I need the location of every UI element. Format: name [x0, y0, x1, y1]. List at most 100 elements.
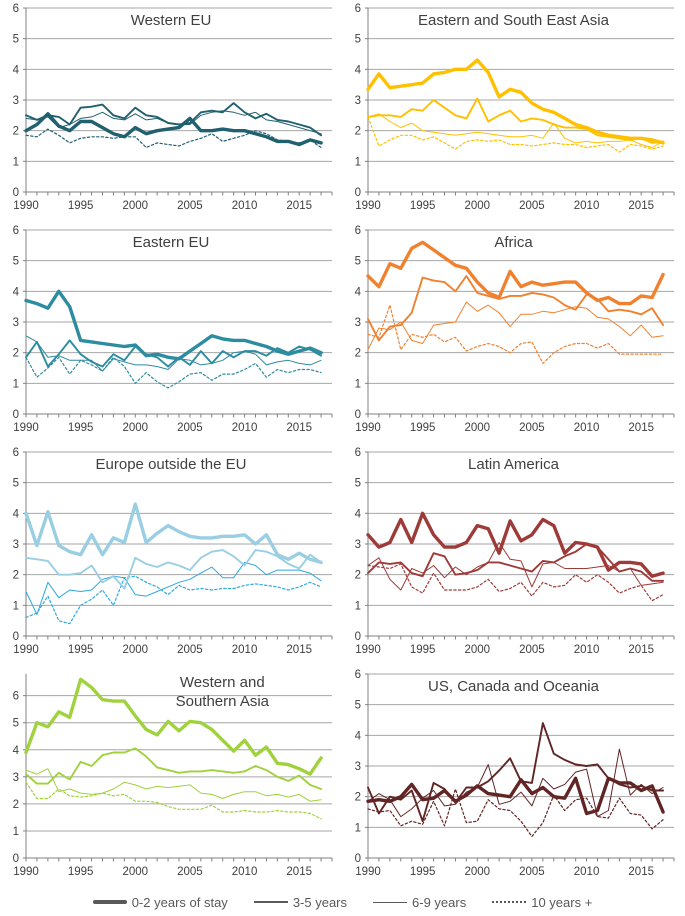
svg-text:6: 6: [13, 3, 19, 15]
svg-text:1995: 1995: [68, 422, 94, 434]
svg-text:1: 1: [355, 600, 361, 612]
chart-panel-western-eu: 0 1 2 3 4 5 6 1990 1995 2000 2005 2010 2015 Western …: [0, 0, 342, 222]
legend-label: 0-2 years of stay: [131, 894, 228, 910]
svg-text:1: 1: [355, 378, 361, 390]
svg-text:2015: 2015: [286, 644, 312, 656]
svg-text:2000: 2000: [122, 644, 148, 656]
legend-label: 10 years +: [531, 894, 593, 910]
svg-text:2010: 2010: [232, 422, 258, 434]
svg-text:2005: 2005: [177, 200, 203, 212]
svg-text:2000: 2000: [464, 422, 490, 434]
svg-text:1990: 1990: [355, 644, 381, 656]
svg-text:4: 4: [355, 64, 362, 76]
svg-text:1990: 1990: [355, 200, 381, 212]
svg-text:2010: 2010: [574, 644, 600, 656]
svg-text:1: 1: [355, 156, 361, 168]
svg-text:2010: 2010: [574, 422, 600, 434]
svg-text:1: 1: [355, 822, 361, 834]
svg-text:0: 0: [13, 631, 19, 643]
chart-legend: 0-2 years of stay 3-5 years 6-9 years 10…: [0, 888, 685, 916]
dotted-line-sample-icon: [492, 901, 527, 903]
svg-text:5: 5: [355, 256, 361, 268]
svg-text:6: 6: [355, 447, 361, 459]
svg-text:1: 1: [13, 600, 19, 612]
svg-text:3: 3: [13, 317, 19, 329]
svg-text:1: 1: [13, 156, 19, 168]
svg-text:2015: 2015: [286, 866, 312, 878]
thick-line-sample-icon: [92, 900, 127, 904]
svg-text:4: 4: [355, 286, 362, 298]
svg-text:2005: 2005: [177, 422, 203, 434]
chart-panel-eastern-south-east-asia: 0 1 2 3 4 5 6 1990 1995 2000 2005 2010 2015 Eastern …: [342, 0, 685, 222]
chart-panel-eastern-eu: 0 1 2 3 4 5 6 1990 1995 2000 2005 2010 2015 Eastern …: [0, 222, 342, 444]
svg-text:6: 6: [13, 691, 19, 703]
legend-item-10-years-plus: 10 years +: [492, 895, 592, 910]
legend-label: 6-9 years: [412, 894, 467, 910]
svg-text:0: 0: [13, 187, 19, 199]
svg-text:5: 5: [13, 34, 19, 46]
svg-text:3: 3: [355, 317, 361, 329]
svg-text:1990: 1990: [13, 644, 39, 656]
svg-text:0: 0: [355, 409, 361, 421]
svg-text:3: 3: [13, 772, 19, 784]
svg-text:6: 6: [355, 225, 361, 237]
chart-canvas-latin-america: 0 1 2 3 4 5 6 1990 1995 2000 2005 2010 2015: [355, 447, 675, 656]
svg-text:2: 2: [13, 799, 19, 811]
svg-text:1: 1: [13, 826, 19, 838]
svg-text:6: 6: [13, 225, 19, 237]
svg-text:6: 6: [355, 3, 361, 15]
svg-text:1995: 1995: [68, 200, 94, 212]
svg-text:1995: 1995: [68, 866, 94, 878]
svg-text:1990: 1990: [13, 866, 39, 878]
svg-text:2015: 2015: [286, 200, 312, 212]
svg-text:5: 5: [355, 700, 361, 712]
svg-text:2005: 2005: [519, 866, 545, 878]
svg-text:4: 4: [13, 286, 20, 298]
svg-text:0: 0: [355, 631, 361, 643]
svg-text:2: 2: [355, 792, 361, 804]
chart-panel-us-canada-oceania: 0 1 2 3 4 5 6 1990 1995 2000 2005 2010 2015 US, Cana…: [342, 666, 685, 888]
svg-text:1990: 1990: [13, 422, 39, 434]
svg-text:4: 4: [355, 508, 362, 520]
svg-text:5: 5: [355, 34, 361, 46]
svg-text:2005: 2005: [519, 422, 545, 434]
svg-text:2015: 2015: [628, 422, 654, 434]
svg-text:1995: 1995: [410, 866, 436, 878]
legend-item-0-2-years: 0-2 years of stay: [92, 894, 228, 910]
chart-panel-western-southern-asia: 0 1 2 3 4 5 6 1990 1995 2000 2005 2010 2015 Western …: [0, 666, 342, 888]
svg-text:5: 5: [355, 478, 361, 490]
legend-item-3-5-years: 3-5 years: [253, 894, 348, 910]
svg-text:2015: 2015: [628, 200, 654, 212]
svg-text:2015: 2015: [628, 866, 654, 878]
svg-text:1995: 1995: [410, 422, 436, 434]
svg-text:2: 2: [355, 126, 361, 138]
svg-text:1: 1: [13, 378, 19, 390]
chart-panel-africa: 0 1 2 3 4 5 6 1990 1995 2000 2005 2010 2015 Africa: [342, 222, 685, 444]
svg-text:1990: 1990: [355, 866, 381, 878]
svg-text:2005: 2005: [177, 866, 203, 878]
svg-text:0: 0: [355, 187, 361, 199]
svg-text:3: 3: [355, 761, 361, 773]
svg-text:2010: 2010: [574, 866, 600, 878]
svg-text:1995: 1995: [68, 644, 94, 656]
chart-canvas-us-canada-oceania: 0 1 2 3 4 5 6 1990 1995 2000 2005 2010 2015: [355, 669, 675, 878]
svg-text:4: 4: [355, 730, 362, 742]
svg-text:3: 3: [355, 95, 361, 107]
svg-text:2005: 2005: [177, 644, 203, 656]
svg-text:2010: 2010: [232, 644, 258, 656]
chart-canvas-western-eu: 0 1 2 3 4 5 6 1990 1995 2000 2005 2010 2015: [13, 3, 333, 212]
svg-text:2005: 2005: [519, 644, 545, 656]
legend-label: 3-5 years: [292, 894, 348, 910]
svg-text:2000: 2000: [464, 644, 490, 656]
svg-text:2000: 2000: [122, 422, 148, 434]
svg-text:6: 6: [13, 447, 19, 459]
svg-text:2015: 2015: [286, 422, 312, 434]
svg-text:4: 4: [13, 508, 20, 520]
svg-text:0: 0: [13, 853, 19, 865]
medium-line-sample-icon: [253, 901, 288, 903]
chart-canvas-europe-outside-eu: 0 1 2 3 4 5 6 1990 1995 2000 2005 2010 2015: [13, 447, 333, 656]
svg-text:1990: 1990: [355, 422, 381, 434]
svg-text:1995: 1995: [410, 200, 436, 212]
legend-item-6-9-years: 6-9 years: [373, 895, 466, 910]
svg-text:2: 2: [13, 126, 19, 138]
